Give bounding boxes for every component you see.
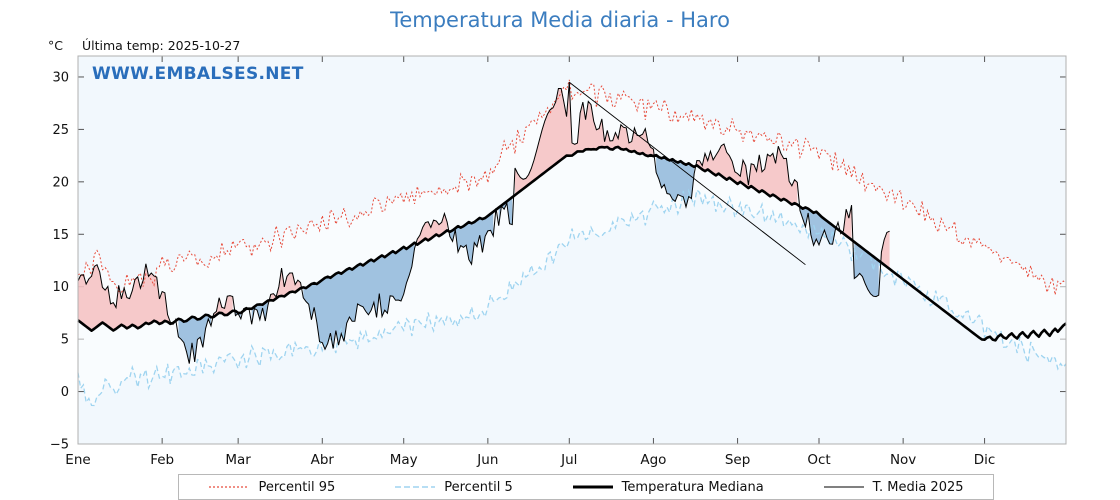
legend-item-tmedia2025[interactable]: T. Media 2025 xyxy=(793,480,993,495)
y-tick-label: 25 xyxy=(52,123,69,138)
x-tick-label: Feb xyxy=(150,452,174,468)
x-tick-label: Abr xyxy=(311,452,335,468)
legend-label-p5: Percentil 5 xyxy=(444,479,513,495)
chart-legend: Percentil 95 Percentil 5 Temperatura Med… xyxy=(178,474,994,500)
dashed-blue-line-icon xyxy=(394,481,436,493)
y-tick-label: 15 xyxy=(52,228,69,243)
legend-item-p5[interactable]: Percentil 5 xyxy=(365,480,542,495)
legend-item-median[interactable]: Temperatura Mediana xyxy=(542,480,793,495)
x-tick-label: Sep xyxy=(725,452,750,468)
y-tick-label: 0 xyxy=(61,385,69,400)
x-tick-label: Oct xyxy=(807,452,830,468)
y-tick-label: 30 xyxy=(52,70,69,85)
y-tick-label: 5 xyxy=(61,333,69,348)
legend-item-p95[interactable]: Percentil 95 xyxy=(179,480,365,495)
last-temp-label: Última temp: 2025-10-27 xyxy=(82,38,241,53)
y-tick-label: 20 xyxy=(52,175,69,190)
page-title: Temperatura Media diaria - Haro xyxy=(390,8,730,32)
y-tick-label: 10 xyxy=(52,280,69,295)
x-tick-label: Mar xyxy=(225,452,251,468)
y-tick-label: −5 xyxy=(50,438,69,453)
x-tick-label: Jun xyxy=(476,452,498,468)
x-tick-label: May xyxy=(390,452,418,468)
x-tick-label: Ene xyxy=(65,452,90,468)
legend-label-median: Temperatura Mediana xyxy=(621,479,764,495)
thick-black-line-icon xyxy=(572,481,614,493)
x-tick-label: Jul xyxy=(560,452,577,468)
x-tick-label: Dic xyxy=(974,452,996,468)
dotted-red-line-icon xyxy=(208,481,250,493)
legend-label-p95: Percentil 95 xyxy=(258,479,336,495)
y-axis-unit-label: °C xyxy=(48,38,63,53)
x-tick-label: Ago xyxy=(640,452,666,468)
thin-black-line-icon xyxy=(823,481,865,493)
x-tick-label: Nov xyxy=(890,452,916,468)
watermark: WWW.EMBALSES.NET xyxy=(92,64,304,84)
legend-label-tmedia2025: T. Media 2025 xyxy=(872,479,964,495)
